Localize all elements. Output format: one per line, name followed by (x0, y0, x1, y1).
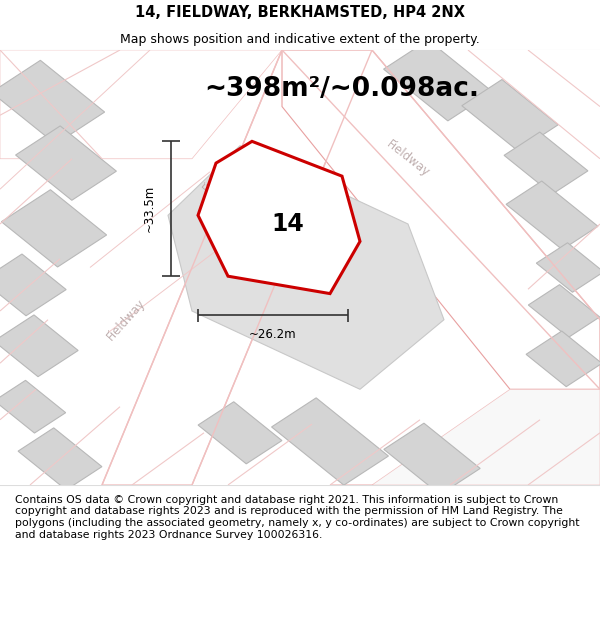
Polygon shape (462, 79, 558, 151)
Polygon shape (282, 50, 600, 389)
Text: ~33.5m: ~33.5m (143, 185, 156, 232)
Text: Fieldway: Fieldway (384, 138, 432, 179)
Text: Contains OS data © Crown copyright and database right 2021. This information is : Contains OS data © Crown copyright and d… (15, 495, 580, 539)
Polygon shape (0, 61, 104, 144)
Polygon shape (16, 126, 116, 200)
Text: 14: 14 (272, 212, 304, 236)
Polygon shape (198, 402, 282, 464)
Polygon shape (0, 315, 78, 377)
Polygon shape (504, 132, 588, 194)
Text: Fieldway: Fieldway (104, 296, 148, 343)
Polygon shape (330, 389, 600, 485)
Polygon shape (0, 254, 66, 316)
Polygon shape (536, 242, 600, 292)
Polygon shape (384, 423, 480, 494)
Polygon shape (102, 50, 372, 485)
Polygon shape (383, 40, 493, 121)
Polygon shape (198, 141, 360, 294)
Polygon shape (526, 331, 600, 387)
Polygon shape (0, 50, 282, 159)
Polygon shape (168, 146, 444, 389)
Polygon shape (272, 398, 388, 485)
Text: ~398m²/~0.098ac.: ~398m²/~0.098ac. (204, 76, 479, 102)
Polygon shape (506, 181, 598, 249)
Text: Map shows position and indicative extent of the property.: Map shows position and indicative extent… (120, 34, 480, 46)
Polygon shape (0, 381, 65, 433)
Text: ~26.2m: ~26.2m (249, 328, 297, 341)
Text: Fieldway: Fieldway (200, 149, 244, 195)
Polygon shape (18, 428, 102, 490)
Polygon shape (1, 190, 107, 267)
Polygon shape (529, 284, 599, 338)
Text: 14, FIELDWAY, BERKHAMSTED, HP4 2NX: 14, FIELDWAY, BERKHAMSTED, HP4 2NX (135, 5, 465, 20)
